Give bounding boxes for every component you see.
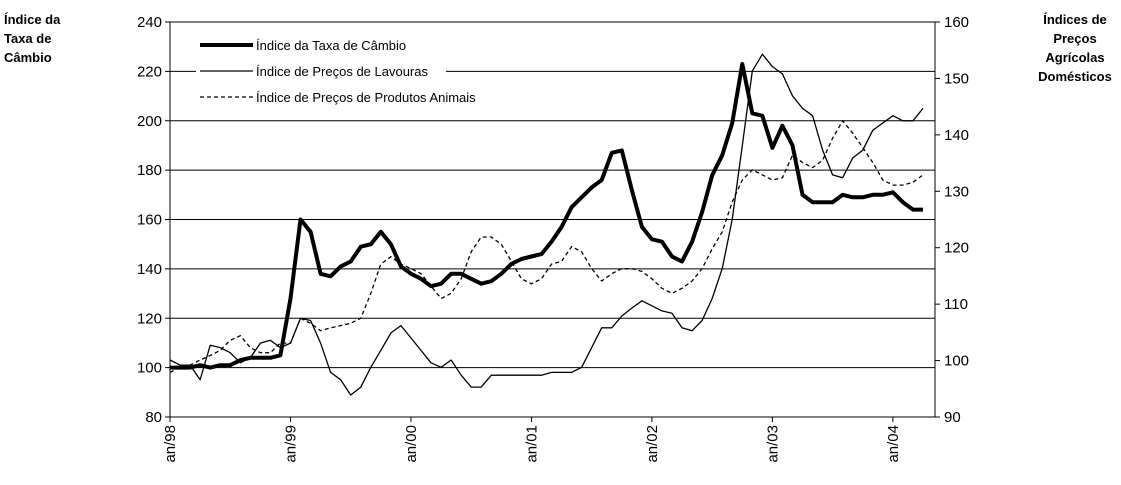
y2-tick-label: 150 bbox=[944, 70, 969, 87]
x-tick-label: an/01 bbox=[523, 425, 540, 463]
legend-bg bbox=[196, 35, 446, 55]
y-tick-label: 100 bbox=[137, 360, 162, 377]
x-tick-label: an/04 bbox=[885, 425, 902, 463]
y-tick-label: 140 bbox=[137, 261, 162, 278]
y2-tick-label: 140 bbox=[944, 127, 969, 144]
y2-tick-label: 110 bbox=[944, 296, 968, 313]
y2-axis-label: Índices de bbox=[1043, 12, 1107, 27]
y2-axis-label: Preços bbox=[1053, 31, 1096, 46]
y-tick-label: 180 bbox=[137, 162, 162, 179]
y2-axis-label: Agrícolas bbox=[1045, 50, 1104, 65]
x-tick-label: an/03 bbox=[764, 425, 781, 463]
legend-label: Índice da Taxa de Câmbio bbox=[256, 38, 406, 53]
legend-label: Índice de Preços de Lavouras bbox=[256, 64, 428, 79]
x-tick-label: an/00 bbox=[403, 425, 420, 463]
y-tick-label: 220 bbox=[137, 63, 162, 80]
legend-bg bbox=[196, 87, 446, 107]
x-tick-label: an/99 bbox=[282, 425, 299, 463]
y-tick-label: 160 bbox=[137, 212, 162, 229]
series-line bbox=[169, 120, 924, 373]
y2-tick-label: 90 bbox=[944, 409, 961, 426]
y2-tick-label: 120 bbox=[944, 240, 969, 257]
legend-label: Índice de Preços de Produtos Animais bbox=[256, 90, 476, 105]
y-tick-label: 200 bbox=[137, 113, 162, 130]
legend-bg bbox=[196, 61, 446, 81]
y-axis-label: Taxa de bbox=[4, 31, 51, 46]
y-tick-label: 120 bbox=[137, 310, 162, 327]
y2-tick-label: 130 bbox=[944, 183, 969, 200]
y-tick-label: 240 bbox=[137, 14, 162, 31]
y2-tick-label: 100 bbox=[944, 353, 969, 370]
y-axis-label: Câmbio bbox=[4, 50, 52, 65]
y2-tick-label: 160 bbox=[944, 14, 969, 31]
y-axis-label: Índice da bbox=[4, 12, 61, 27]
series-line bbox=[170, 62, 923, 370]
x-tick-label: an/02 bbox=[644, 425, 661, 463]
y2-axis-label: Domésticos bbox=[1038, 69, 1112, 84]
x-tick-label: an/98 bbox=[162, 425, 179, 463]
y-tick-label: 80 bbox=[145, 409, 162, 426]
